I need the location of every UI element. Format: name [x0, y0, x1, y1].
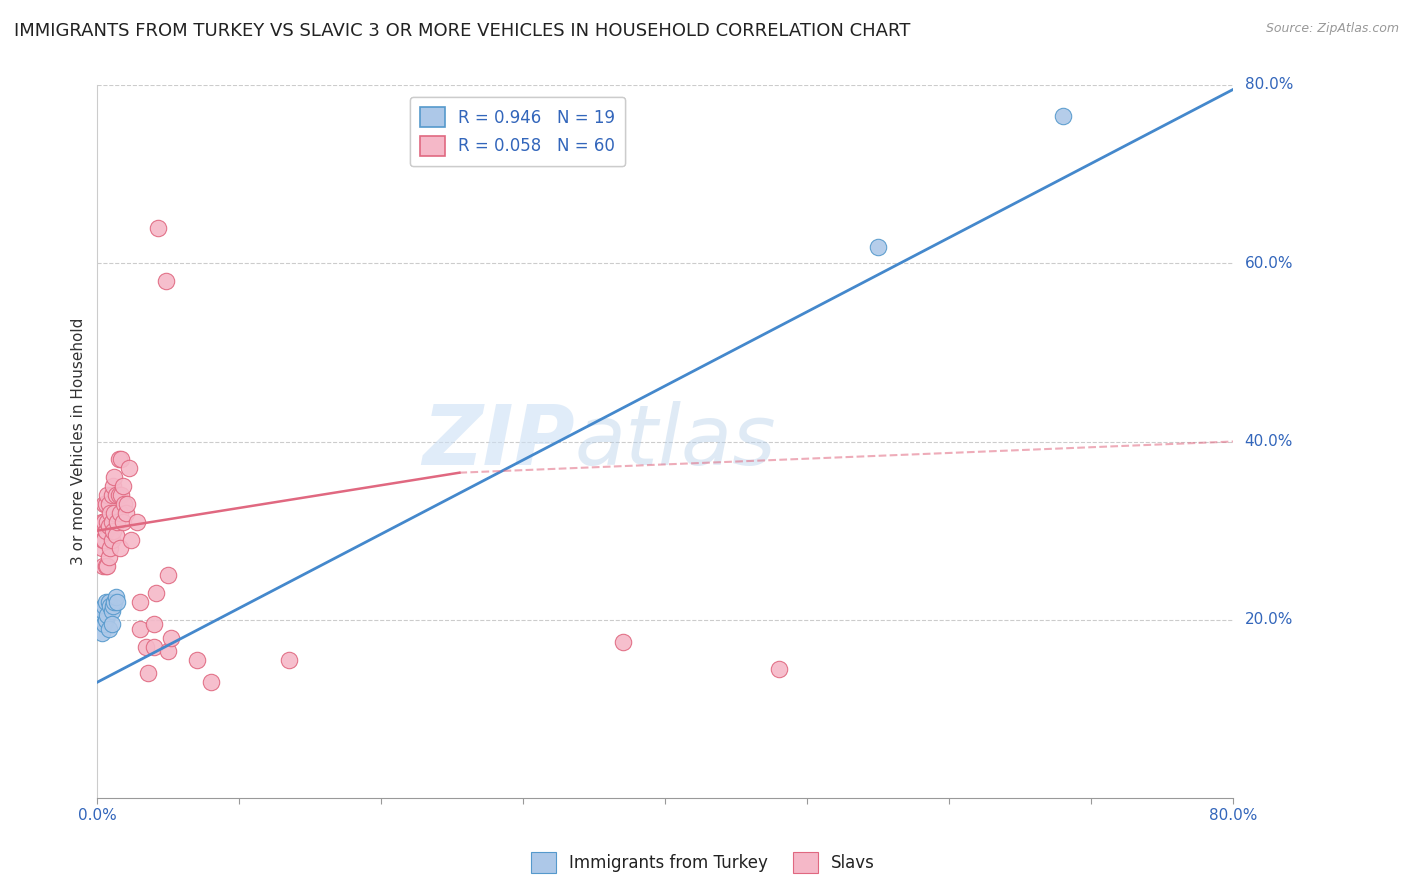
Point	[100, 604, 122, 618]
Point	[157, 644, 180, 658]
Point	[108, 541, 131, 556]
Point	[278, 653, 301, 667]
Point	[157, 568, 180, 582]
Point	[93, 515, 115, 529]
Point	[107, 488, 129, 502]
Point	[90, 626, 112, 640]
Point	[89, 613, 111, 627]
Point	[100, 533, 122, 547]
Point	[103, 470, 125, 484]
Point	[97, 622, 120, 636]
Point	[94, 497, 117, 511]
Legend: Immigrants from Turkey, Slavs: Immigrants from Turkey, Slavs	[524, 846, 882, 880]
Point	[111, 515, 134, 529]
Point	[200, 675, 222, 690]
Point	[111, 479, 134, 493]
Point	[117, 461, 139, 475]
Point	[120, 533, 142, 547]
Text: 60.0%: 60.0%	[1244, 256, 1294, 270]
Point	[96, 515, 118, 529]
Text: atlas: atlas	[575, 401, 776, 482]
Point	[155, 274, 177, 288]
Point	[110, 452, 132, 467]
Point	[98, 541, 121, 556]
Point	[186, 653, 208, 667]
Point	[90, 541, 112, 556]
Point	[114, 506, 136, 520]
Point	[89, 524, 111, 538]
Point	[103, 595, 125, 609]
Point	[138, 666, 160, 681]
Point	[105, 515, 128, 529]
Point	[91, 559, 114, 574]
Point	[104, 488, 127, 502]
Point	[127, 515, 149, 529]
Text: Source: ZipAtlas.com: Source: ZipAtlas.com	[1265, 22, 1399, 36]
Point	[1052, 109, 1074, 123]
Point	[129, 622, 152, 636]
Text: IMMIGRANTS FROM TURKEY VS SLAVIC 3 OR MORE VEHICLES IN HOUSEHOLD CORRELATION CHA: IMMIGRANTS FROM TURKEY VS SLAVIC 3 OR MO…	[14, 22, 911, 40]
Point	[112, 497, 135, 511]
Point	[103, 506, 125, 520]
Point	[612, 635, 634, 649]
Point	[93, 599, 115, 614]
Point	[107, 452, 129, 467]
Point	[100, 488, 122, 502]
Legend: R = 0.946   N = 19, R = 0.058   N = 60: R = 0.946 N = 19, R = 0.058 N = 60	[411, 97, 626, 166]
Point	[143, 640, 166, 654]
Text: 40.0%: 40.0%	[1244, 434, 1294, 449]
Point	[96, 559, 118, 574]
Point	[94, 559, 117, 574]
Point	[96, 608, 118, 623]
Point	[145, 586, 167, 600]
Point	[94, 524, 117, 538]
Point	[98, 599, 121, 614]
Point	[101, 524, 124, 538]
Point	[93, 617, 115, 632]
Point	[97, 550, 120, 565]
Point	[90, 515, 112, 529]
Point	[94, 613, 117, 627]
Point	[100, 617, 122, 632]
Point	[98, 506, 121, 520]
Point	[115, 497, 138, 511]
Point	[148, 220, 170, 235]
Y-axis label: 3 or more Vehicles in Household: 3 or more Vehicles in Household	[72, 318, 86, 566]
Point	[93, 533, 115, 547]
Point	[91, 604, 114, 618]
Point	[868, 240, 890, 254]
Text: 80.0%: 80.0%	[1244, 78, 1294, 93]
Point	[91, 533, 114, 547]
Point	[100, 515, 122, 529]
Point	[160, 631, 183, 645]
Point	[135, 640, 157, 654]
Point	[129, 595, 152, 609]
Point	[101, 599, 124, 614]
Point	[96, 488, 118, 502]
Point	[97, 519, 120, 533]
Point	[105, 595, 128, 609]
Point	[101, 479, 124, 493]
Point	[110, 488, 132, 502]
Text: ZIP: ZIP	[422, 401, 575, 482]
Point	[104, 591, 127, 605]
Point	[104, 528, 127, 542]
Point	[143, 617, 166, 632]
Text: 20.0%: 20.0%	[1244, 612, 1294, 627]
Point	[97, 497, 120, 511]
Point	[108, 506, 131, 520]
Point	[97, 595, 120, 609]
Point	[93, 497, 115, 511]
Point	[768, 662, 790, 676]
Point	[94, 595, 117, 609]
